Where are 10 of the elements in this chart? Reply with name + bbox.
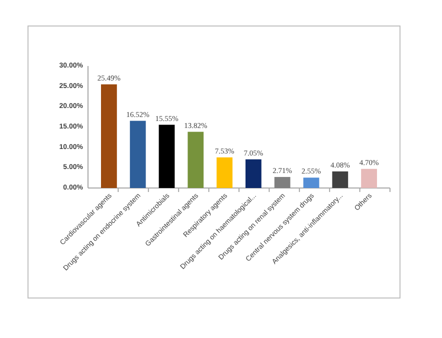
bar	[274, 176, 290, 188]
bar	[361, 168, 377, 188]
bar	[158, 124, 175, 188]
bar	[130, 120, 146, 188]
bar	[101, 84, 117, 188]
bar	[332, 171, 348, 188]
bar	[246, 159, 262, 188]
bar	[303, 178, 320, 188]
bar	[188, 132, 204, 188]
bar	[216, 157, 232, 188]
